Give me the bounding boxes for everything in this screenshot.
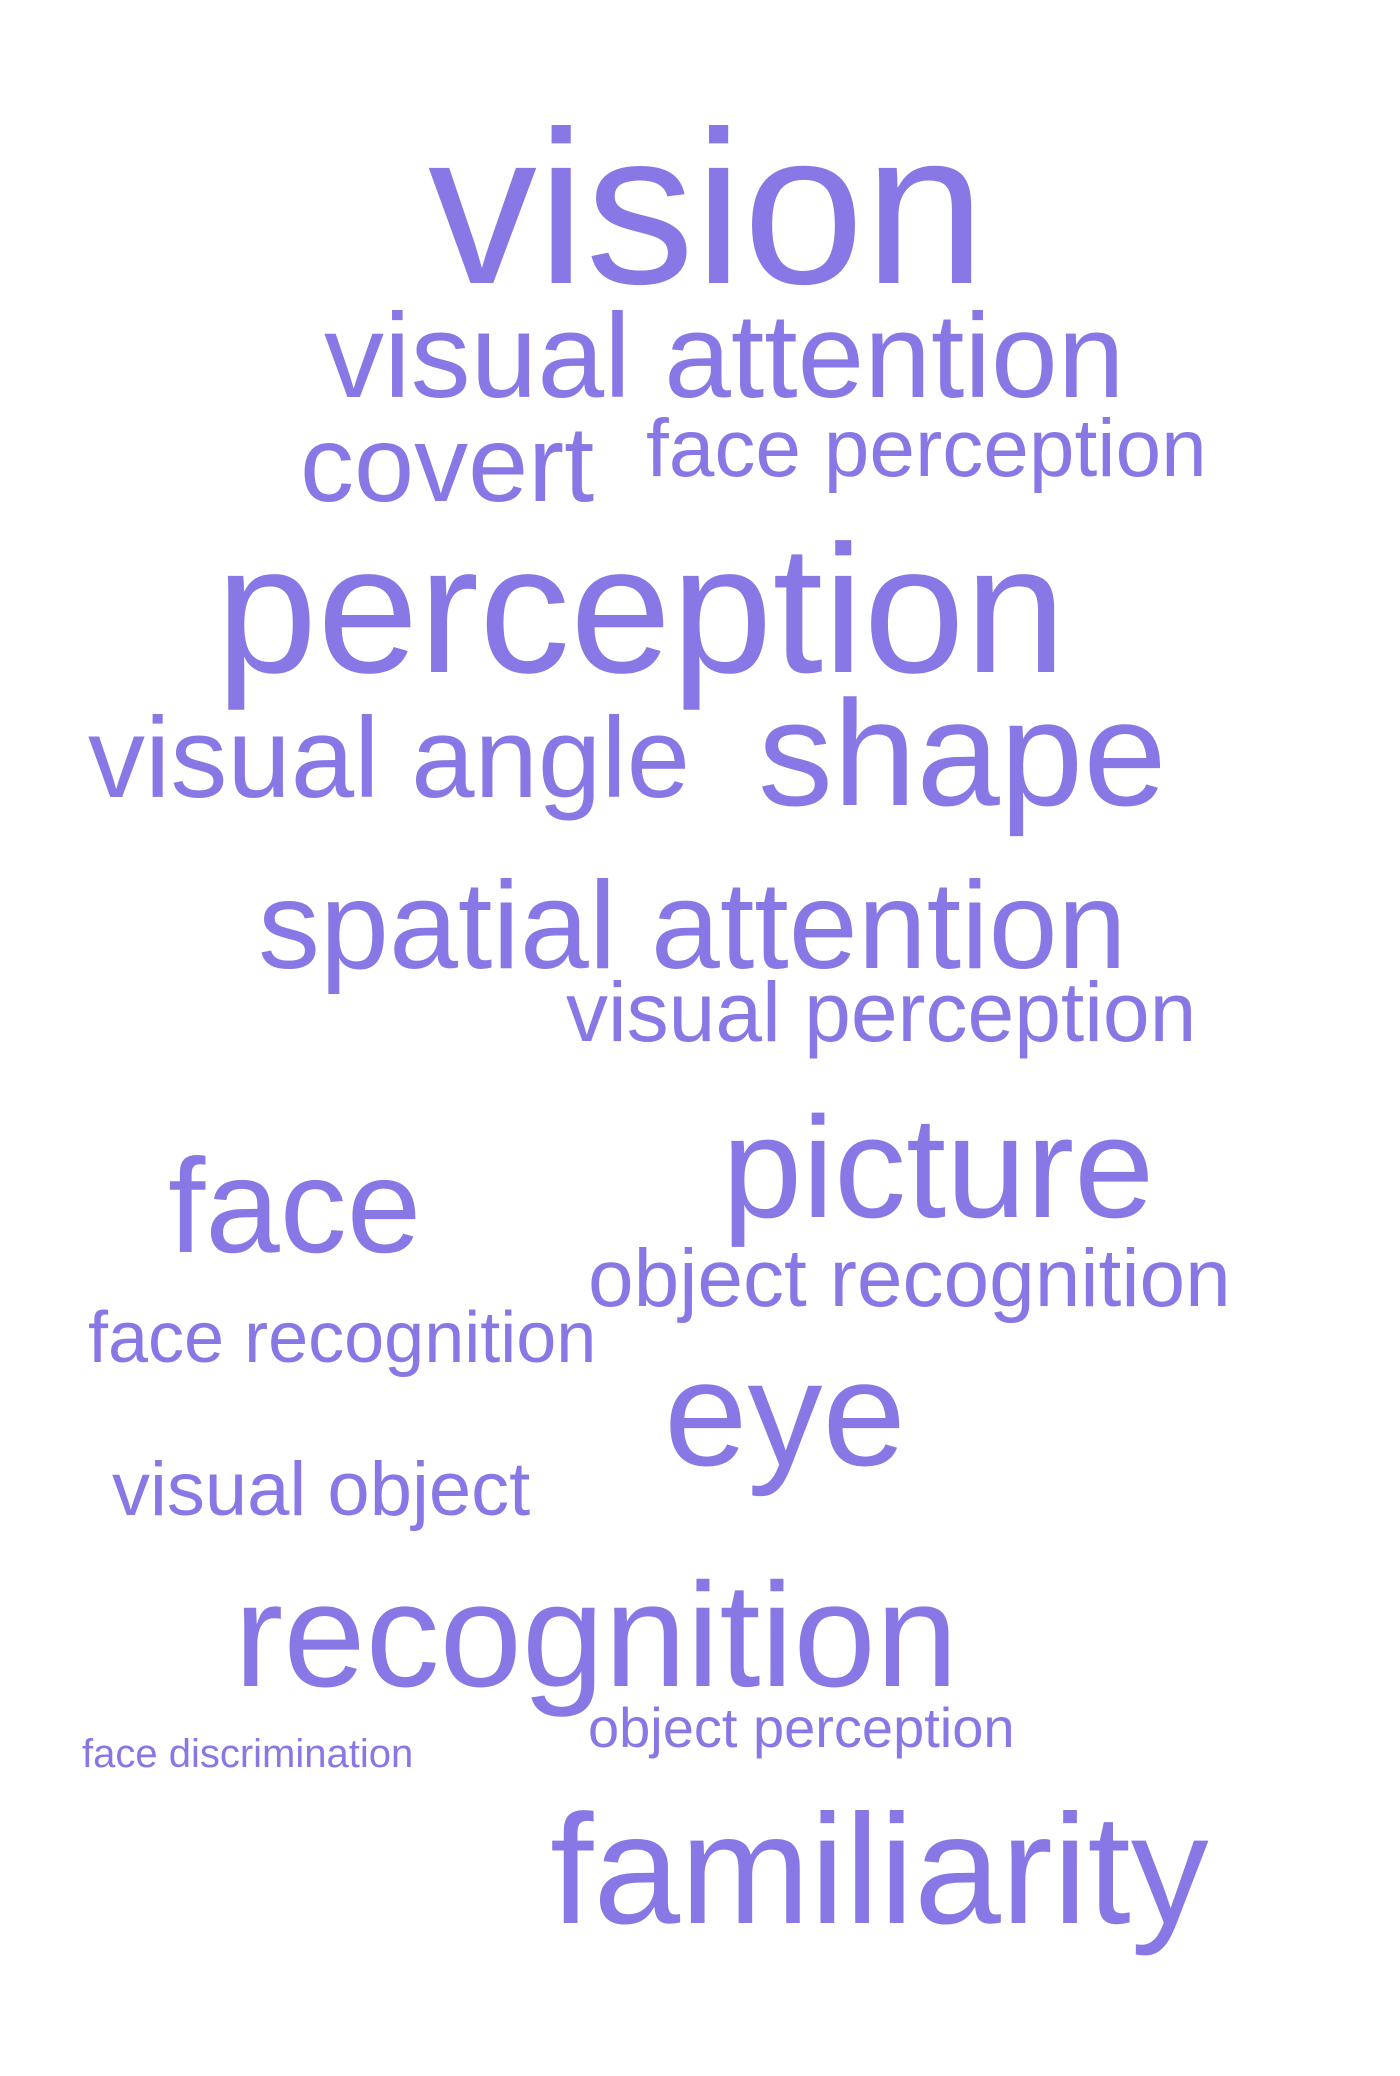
- word-face-discrimination: face discrimination: [82, 1732, 414, 1776]
- word-spatial-attention: spatial attention: [258, 857, 1127, 995]
- word-vision: vision: [428, 87, 986, 330]
- word-visual-perception: visual perception: [566, 965, 1197, 1059]
- word-eye: eye: [664, 1329, 906, 1497]
- word-visual-attention: visual attention: [324, 289, 1125, 423]
- word-face-perception: face perception: [646, 403, 1207, 494]
- word-visual-object: visual object: [112, 1447, 531, 1532]
- word-face: face: [168, 1132, 422, 1281]
- word-recognition: recognition: [234, 1553, 959, 1718]
- word-familiarity: familiarity: [550, 1783, 1209, 1957]
- word-shape: shape: [758, 669, 1167, 837]
- word-face-recognition: face recognition: [88, 1298, 597, 1378]
- word-object-perception: object perception: [588, 1696, 1015, 1759]
- word-object-recognition: object recognition: [588, 1233, 1231, 1324]
- word-perception: perception: [216, 507, 1066, 711]
- word-visual-angle: visual angle: [88, 695, 691, 822]
- word-picture: picture: [722, 1087, 1155, 1248]
- word-covert: covert: [300, 403, 595, 524]
